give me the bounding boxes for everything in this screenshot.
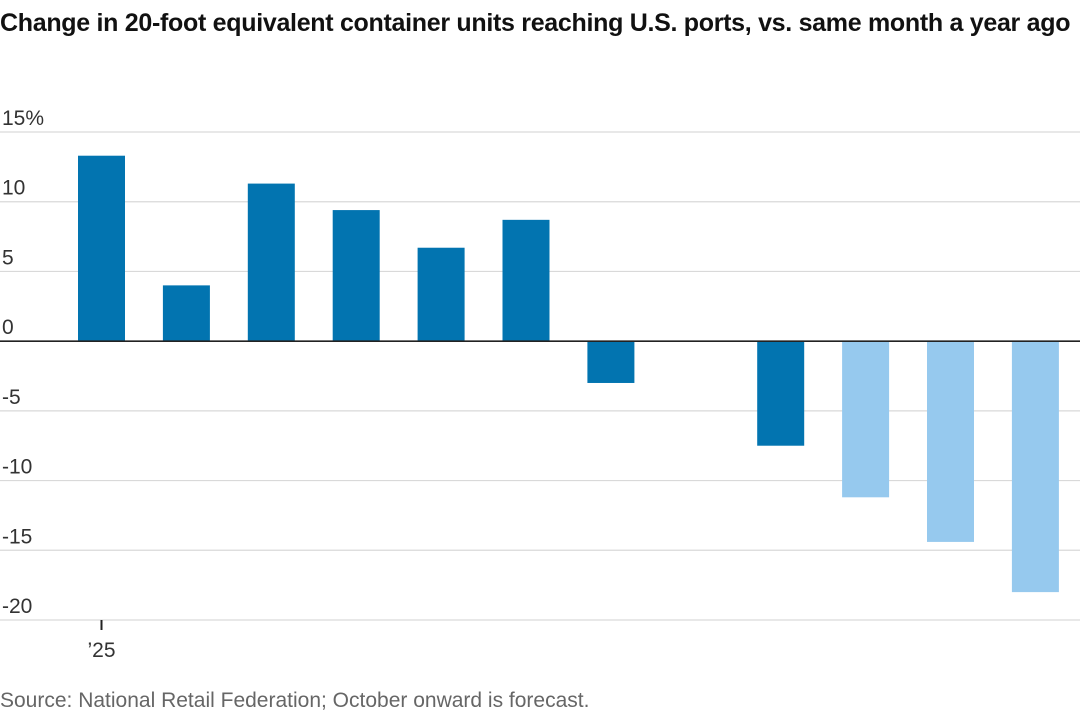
- bar-forecast: [842, 341, 890, 498]
- bar-forecast: [1011, 341, 1059, 593]
- x-tick-label: ’25: [87, 639, 115, 662]
- bar-forecast: [927, 341, 974, 542]
- source-note: Source: National Retail Federation; Octo…: [0, 689, 590, 712]
- bar-actual: [162, 285, 210, 342]
- gridlines: [0, 131, 1080, 621]
- bar-actual: [587, 341, 635, 383]
- y-tick-label: 15%: [2, 107, 44, 130]
- bars: [78, 155, 1059, 593]
- y-tick-label: -10: [2, 456, 32, 479]
- bar-actual: [417, 247, 465, 342]
- y-tick-label: -15: [2, 525, 32, 548]
- y-tick-label: -5: [2, 386, 21, 409]
- y-tick-label: 10: [2, 177, 25, 200]
- y-axis-ticks: 15% 10 5 0 -5 -10 -15 -20: [2, 107, 44, 618]
- bar-actual: [757, 341, 805, 446]
- x-axis-ticks: ’25: [87, 620, 116, 662]
- bar-actual: [332, 210, 380, 342]
- y-tick-label: 0: [2, 316, 14, 339]
- bar-actual: [247, 183, 295, 342]
- bar-actual: [78, 155, 125, 342]
- bar-actual: [502, 219, 550, 342]
- chart-title: Change in 20-foot equivalent container u…: [0, 9, 1071, 37]
- y-tick-label: 5: [2, 246, 14, 269]
- y-tick-label: -20: [2, 595, 32, 618]
